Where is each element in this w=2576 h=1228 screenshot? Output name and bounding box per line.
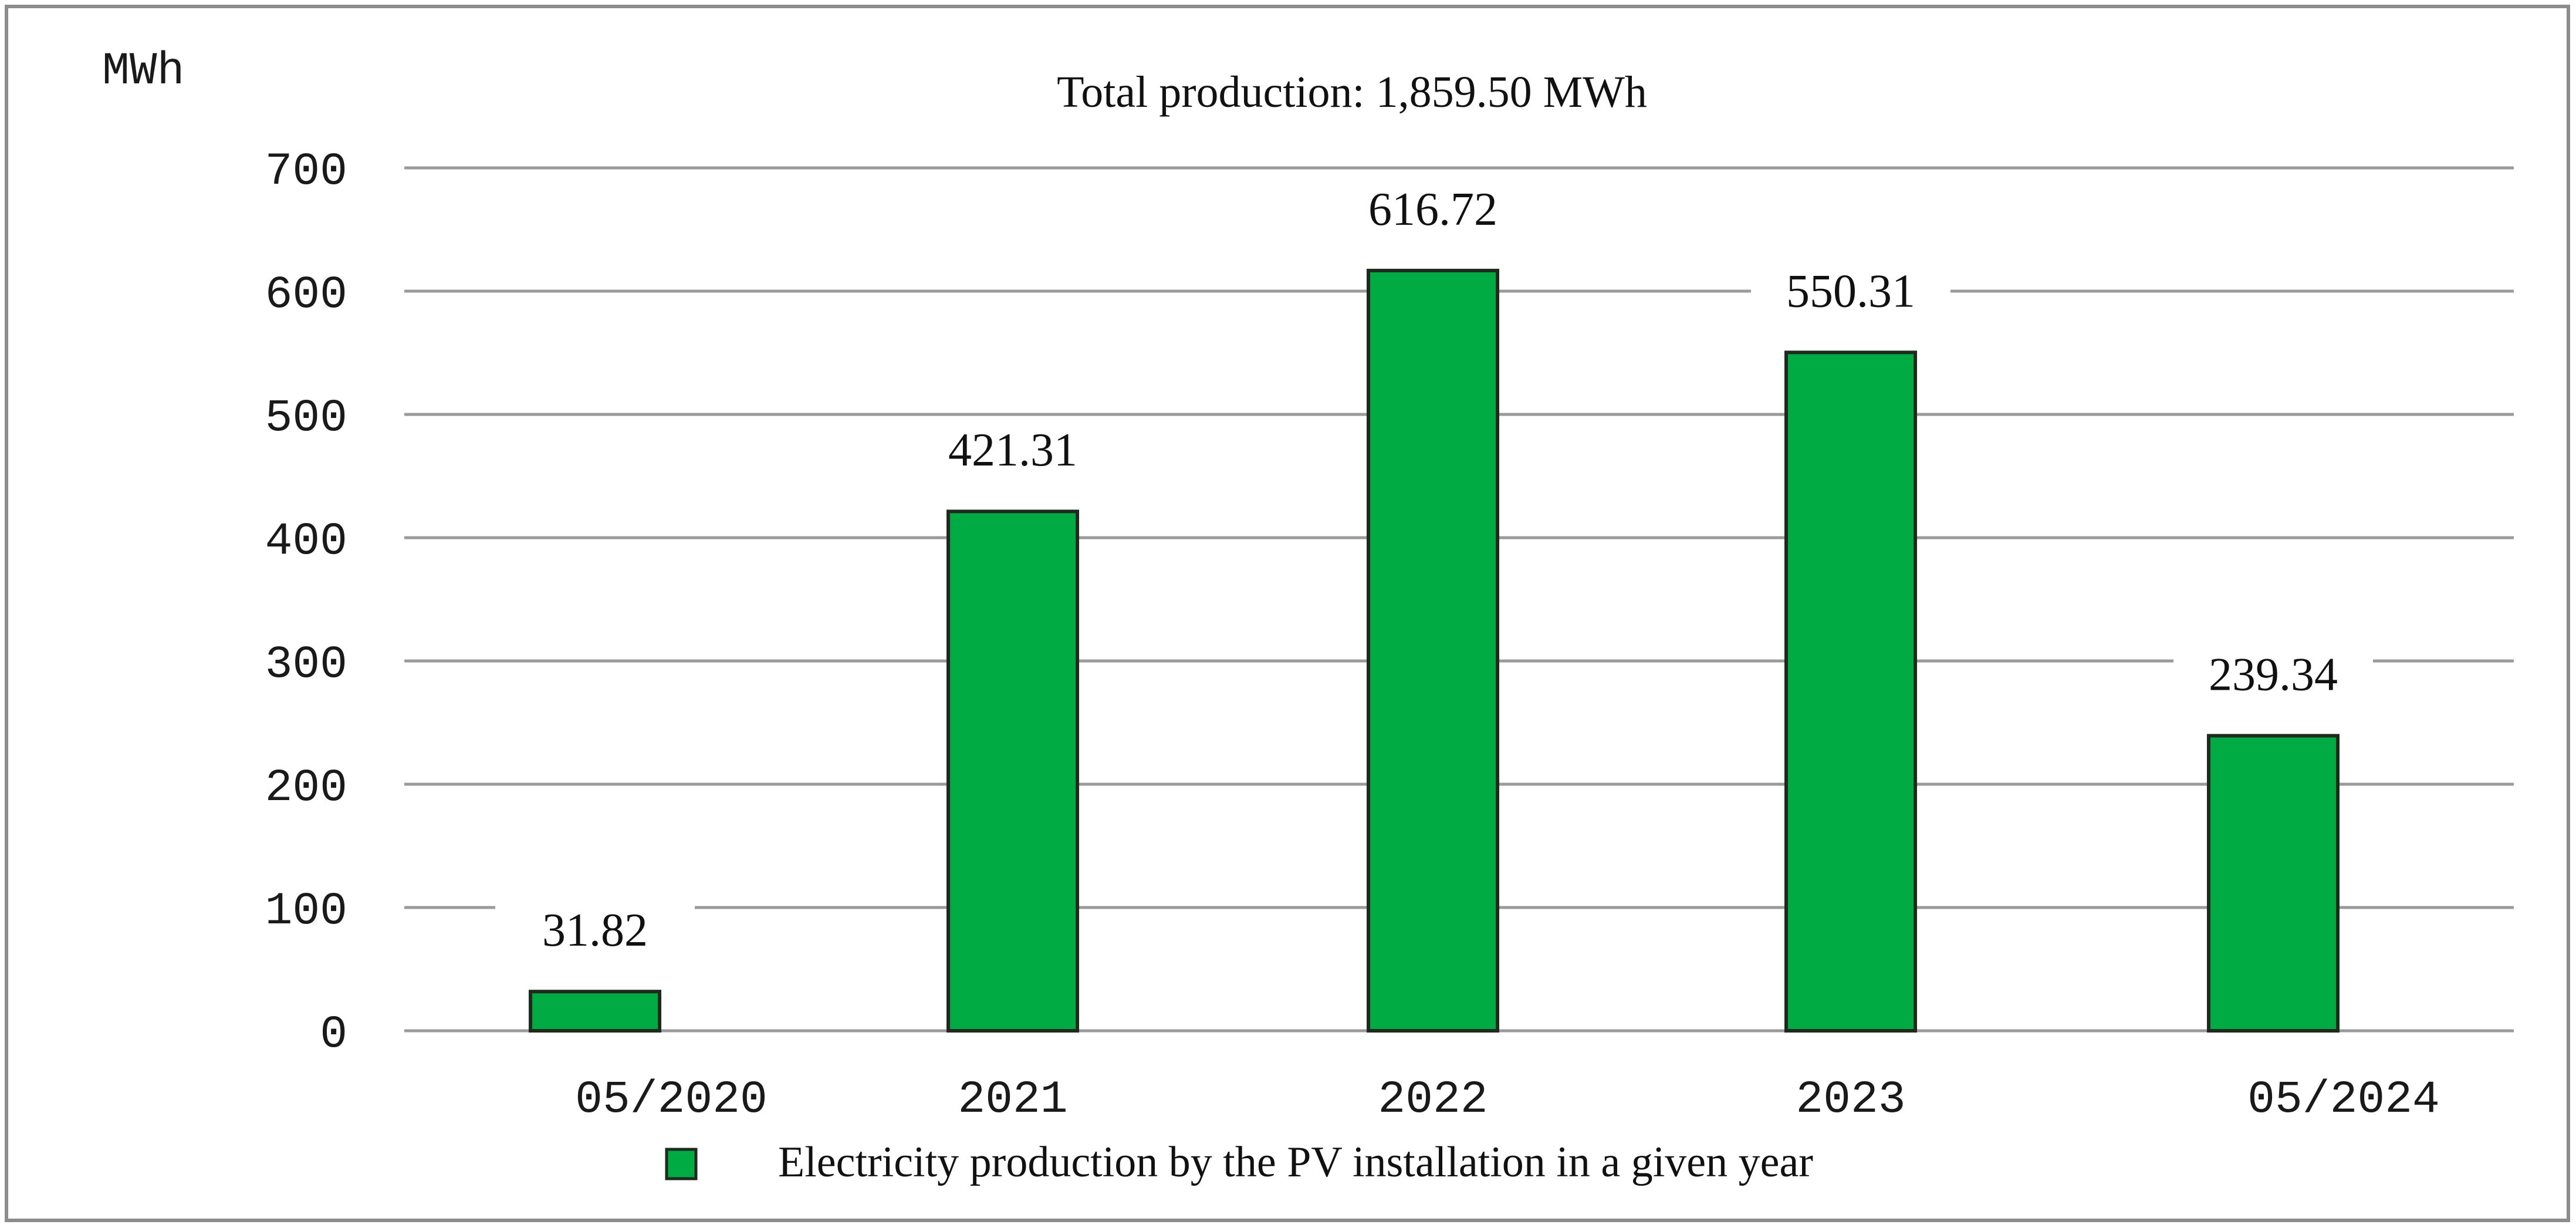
y-tick-label-0: 0	[320, 1009, 347, 1061]
x-tick-label-0: 05/2020	[575, 1074, 768, 1126]
bar-4	[2207, 734, 2340, 1033]
y-axis-title: MWh	[102, 46, 184, 97]
data-label-4: 239.34	[2209, 649, 2338, 700]
x-tick-label-1: 2021	[958, 1074, 1067, 1126]
data-label-0: 31.82	[542, 905, 648, 956]
y-tick-label-700: 700	[265, 146, 347, 198]
y-tick-label-600: 600	[265, 269, 347, 321]
legend-label: Electricity production by the PV install…	[778, 1138, 1813, 1186]
x-tick-label-4: 05/2024	[2247, 1074, 2440, 1126]
data-label-background-3	[1751, 262, 1950, 322]
y-axis-tick-labels: 0 100 200 300 400 500 600 700	[265, 146, 347, 1061]
data-label-1: 421.31	[948, 424, 1077, 476]
data-label-background-0	[495, 902, 695, 961]
y-tick-label-100: 100	[265, 886, 347, 937]
data-label-3: 550.31	[1786, 265, 1915, 317]
y-tick-label-400: 400	[265, 516, 347, 568]
y-tick-label-300: 300	[265, 639, 347, 691]
x-tick-label-2: 2022	[1378, 1074, 1488, 1126]
bar-chart: 0 100 200 300 400 500 600 700 31.82 421.31 616.72…	[102, 46, 2514, 1186]
bar-1	[946, 510, 1079, 1033]
data-label-background-4	[2173, 646, 2373, 705]
data-labels: 31.82 421.31 616.72 550.31 239.34	[495, 180, 2373, 961]
legend: Electricity production by the PV install…	[665, 1138, 1813, 1186]
chart-frame: 0 100 200 300 400 500 600 700 31.82 421.31 616.72…	[5, 5, 2570, 1222]
chart-title: Total production: 1,859.50 MWh	[1057, 68, 1647, 117]
x-tick-label-3: 2023	[1796, 1074, 1905, 1126]
bar-3	[1784, 350, 1917, 1033]
legend-swatch	[665, 1148, 698, 1180]
data-label-background-2	[1333, 180, 1533, 239]
bars	[529, 268, 2340, 1033]
bar-2	[1367, 268, 1499, 1033]
x-axis-tick-labels: 05/2020 2021 2022 2023 05/2024	[575, 1074, 2440, 1126]
y-tick-label-500: 500	[265, 393, 347, 444]
y-tick-label-200: 200	[265, 763, 347, 814]
bar-0	[529, 990, 661, 1033]
data-label-2: 616.72	[1368, 184, 1497, 235]
data-label-background-1	[913, 421, 1113, 481]
